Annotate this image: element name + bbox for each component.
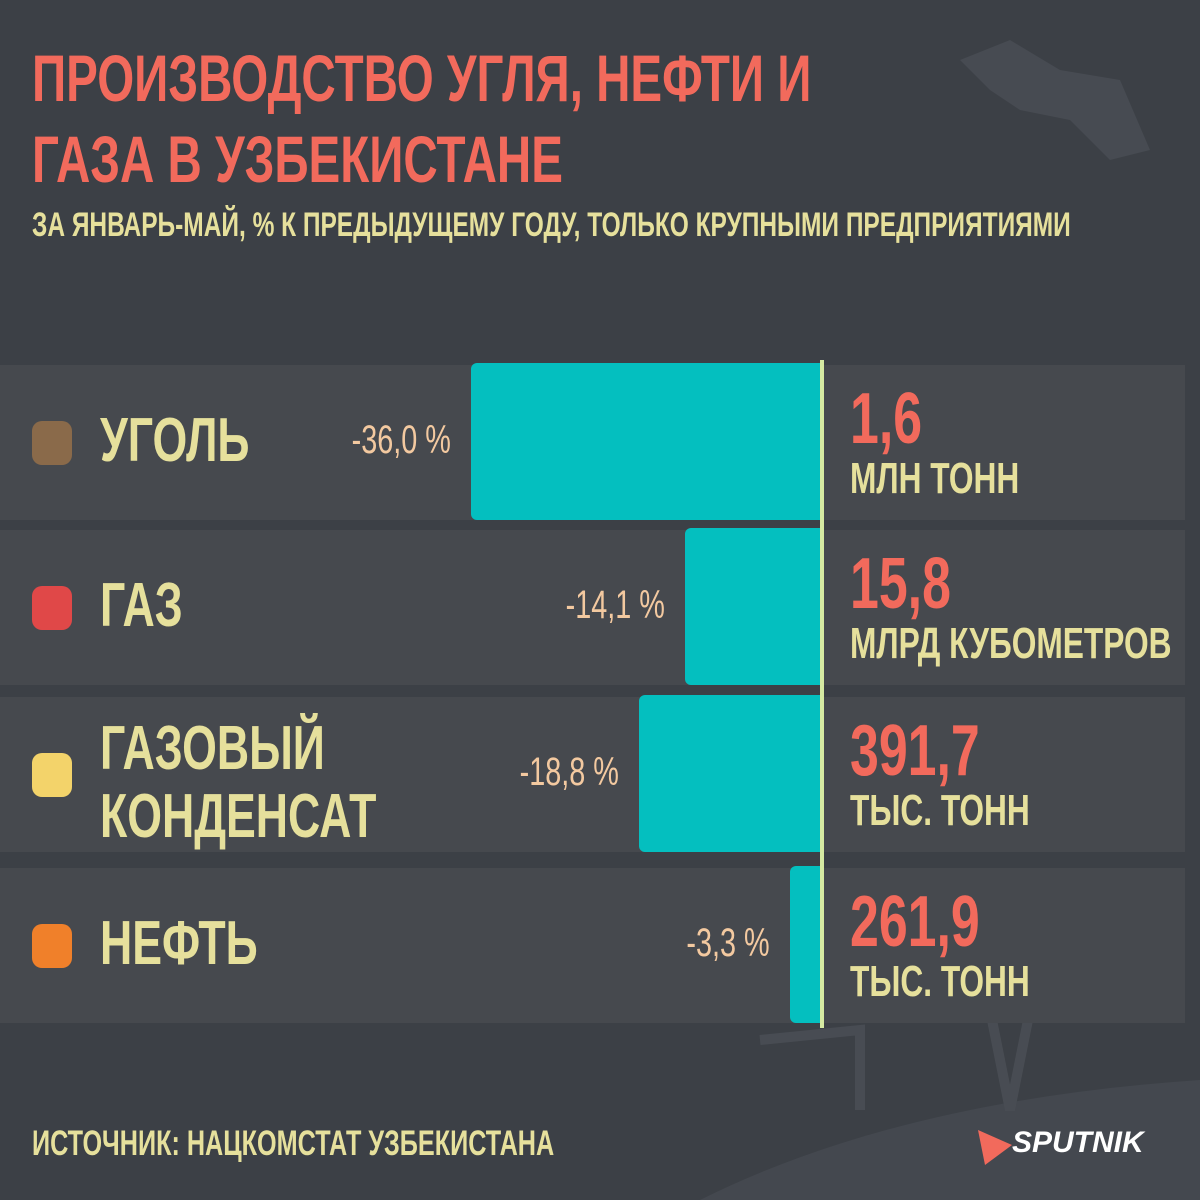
icon (32, 586, 72, 630)
production-amount: 261,9 (850, 882, 980, 962)
category-label: ГАЗОВЫЙ КОНДЕНСАТ (100, 714, 377, 852)
value-label: -18,8 % (519, 750, 619, 794)
category-label: НЕФТЬ (100, 909, 258, 978)
value-label: -36,0 % (351, 418, 451, 462)
value-label: -14,1 % (565, 583, 665, 627)
category-label: ГАЗ (100, 571, 183, 640)
icon (32, 753, 72, 797)
subtitle: ЗА ЯНВАРЬ-МАЙ, % К ПРЕДЫДУЩЕМУ ГОДУ, ТОЛ… (32, 206, 1071, 244)
category-label: УГОЛЬ (100, 406, 250, 475)
bar (684, 528, 822, 685)
row-band (0, 697, 1185, 852)
production-amount: 391,7 (850, 711, 980, 791)
row-band (0, 530, 1185, 685)
production-amount: 1,6 (850, 379, 923, 459)
value-label: -3,3 % (686, 921, 770, 965)
title: ПРОИЗВОДСТВО УГЛЯ, НЕФТИ И ГАЗА В УЗБЕКИ… (32, 41, 812, 196)
brand: SPUTNIK (1012, 1126, 1144, 1159)
production-unit: МЛРД КУБОМЕТРОВ (850, 619, 1172, 668)
production-amount: 15,8 (850, 544, 951, 624)
production-unit: МЛН ТОНН (850, 454, 1020, 503)
bar (471, 363, 822, 520)
production-unit: ТЫС. ТОНН (850, 957, 1030, 1006)
production-unit: ТЫС. ТОНН (850, 786, 1030, 835)
icon (32, 924, 72, 968)
row-band (0, 868, 1185, 1023)
icon (32, 421, 72, 465)
bar (789, 866, 822, 1023)
zero-line (820, 360, 824, 1028)
bar (638, 695, 822, 852)
source: ИСТОЧНИК: НАЦКОМСТАТ УЗБЕКИСТАНА (32, 1124, 555, 1163)
